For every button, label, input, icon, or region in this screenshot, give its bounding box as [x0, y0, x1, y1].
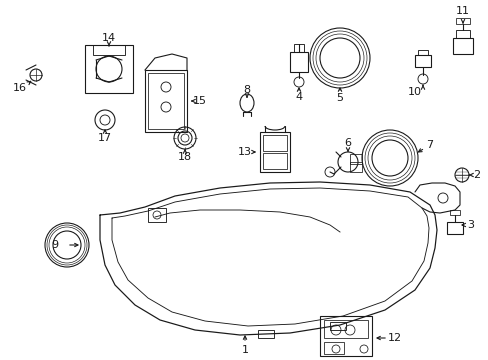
Bar: [289, 52, 307, 72]
Text: 7: 7: [426, 140, 433, 150]
Bar: [319, 316, 371, 356]
Text: 2: 2: [472, 170, 480, 180]
Bar: [263, 153, 286, 169]
Text: 12: 12: [387, 333, 401, 343]
Bar: [85, 45, 133, 93]
Bar: [145, 70, 186, 132]
Bar: [349, 154, 361, 164]
Text: 17: 17: [98, 133, 112, 143]
Bar: [324, 342, 343, 354]
Text: 6: 6: [344, 138, 351, 148]
Bar: [260, 132, 289, 172]
Text: 10: 10: [407, 87, 421, 97]
Bar: [324, 320, 367, 338]
Bar: [452, 38, 472, 54]
Bar: [349, 162, 361, 172]
Bar: [329, 322, 346, 330]
Bar: [148, 73, 183, 129]
Bar: [293, 44, 304, 52]
Text: 8: 8: [243, 85, 250, 95]
Bar: [446, 222, 462, 234]
Text: 9: 9: [51, 240, 59, 250]
Bar: [455, 30, 469, 38]
Text: 16: 16: [13, 83, 27, 93]
Bar: [148, 208, 165, 222]
Text: 15: 15: [193, 96, 206, 106]
Bar: [93, 45, 125, 55]
Text: 11: 11: [455, 6, 469, 16]
Text: 3: 3: [467, 220, 473, 230]
Text: 5: 5: [336, 93, 343, 103]
Bar: [414, 55, 430, 67]
Text: 18: 18: [178, 152, 192, 162]
Text: 13: 13: [238, 147, 251, 157]
Bar: [417, 50, 427, 55]
Text: 14: 14: [102, 33, 116, 43]
Bar: [258, 330, 273, 338]
Bar: [263, 135, 286, 151]
Bar: [449, 210, 459, 215]
Text: 1: 1: [241, 345, 248, 355]
Text: 4: 4: [295, 92, 302, 102]
Bar: [455, 18, 469, 24]
